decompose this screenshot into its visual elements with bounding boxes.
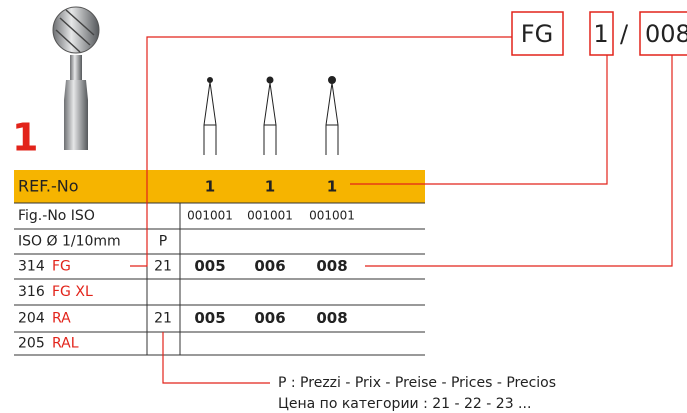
row-p: P [159, 234, 167, 250]
row-code: 314 [18, 259, 45, 275]
header-ref: 1 [327, 178, 337, 196]
callout: FG 1 / 008 [511, 11, 687, 56]
figure-number: 1 [12, 116, 38, 160]
row-value: 006 [254, 309, 285, 327]
callout-separator: / [620, 20, 629, 48]
connector [162, 332, 270, 384]
connector [365, 55, 673, 267]
callout-shape: FG [521, 20, 553, 48]
row-label: Fig.-No ISO [18, 208, 95, 224]
row-type: RAL [52, 336, 79, 352]
row-code: 204 [18, 311, 45, 327]
bur-icons [203, 76, 339, 155]
row-value: 001001 [309, 209, 355, 223]
bur-image [52, 6, 100, 150]
row-value: 001001 [247, 209, 293, 223]
header-label: REF.-No [18, 177, 78, 196]
row-code: 205 [18, 336, 45, 352]
row-code: 316 [18, 284, 45, 300]
connector [130, 36, 512, 267]
row-type: FG XL [52, 284, 93, 300]
row-value: 008 [316, 257, 347, 275]
legend-line: Цена по категории : 21 - 22 - 23 ... [278, 396, 531, 412]
row-type: FG [52, 259, 71, 275]
row-value: 005 [194, 309, 225, 327]
callout-diameter: 008 [645, 20, 687, 48]
connector [350, 55, 608, 185]
row-value: 008 [316, 309, 347, 327]
header-row [14, 170, 425, 203]
header-ref: 1 [265, 178, 275, 196]
row-p: 21 [154, 311, 172, 327]
row-value: 005 [194, 257, 225, 275]
row-label: ISO Ø 1/10mm [18, 234, 121, 250]
header-ref: 1 [205, 178, 215, 196]
table: REF.-No 1 1 1 Fig.-No ISO 001001 001001 001… [14, 170, 425, 356]
row-value: 006 [254, 257, 285, 275]
row-p: 21 [154, 259, 172, 275]
callout-size: 1 [593, 20, 608, 48]
row-value: 001001 [187, 209, 233, 223]
legend-line: P : Prezzi - Prix - Preise - Prices - Pr… [278, 375, 556, 391]
row-type: RA [52, 311, 71, 327]
